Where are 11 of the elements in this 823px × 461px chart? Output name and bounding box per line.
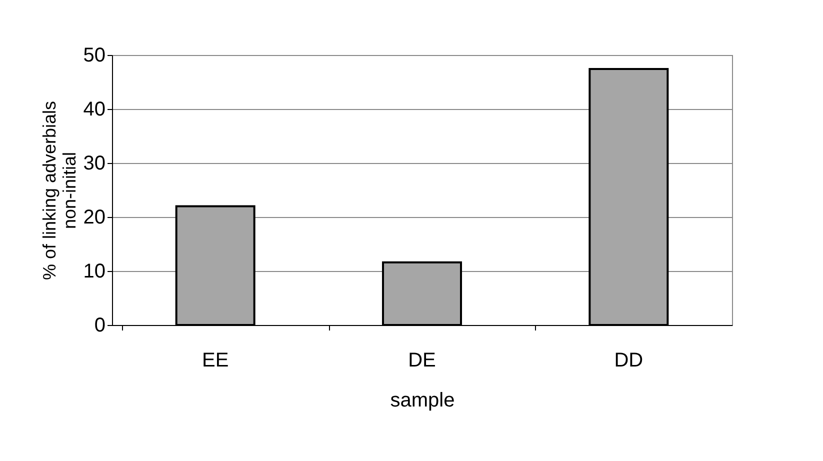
x-tick-label: EE — [202, 350, 229, 372]
y-tick-label: 30 — [83, 152, 106, 174]
y-tick-label: 40 — [83, 98, 106, 120]
x-tick-label: DE — [408, 350, 436, 372]
y-axis-title: % of linking adverbials non-initial — [39, 100, 80, 280]
y-tick-label: 20 — [83, 206, 106, 228]
y-tick-label: 50 — [83, 44, 106, 66]
y-tick-label: 10 — [83, 260, 106, 282]
y-tick-label: 0 — [94, 314, 106, 336]
x-axis-title: sample — [390, 390, 455, 412]
x-tick-label: DD — [614, 350, 644, 372]
